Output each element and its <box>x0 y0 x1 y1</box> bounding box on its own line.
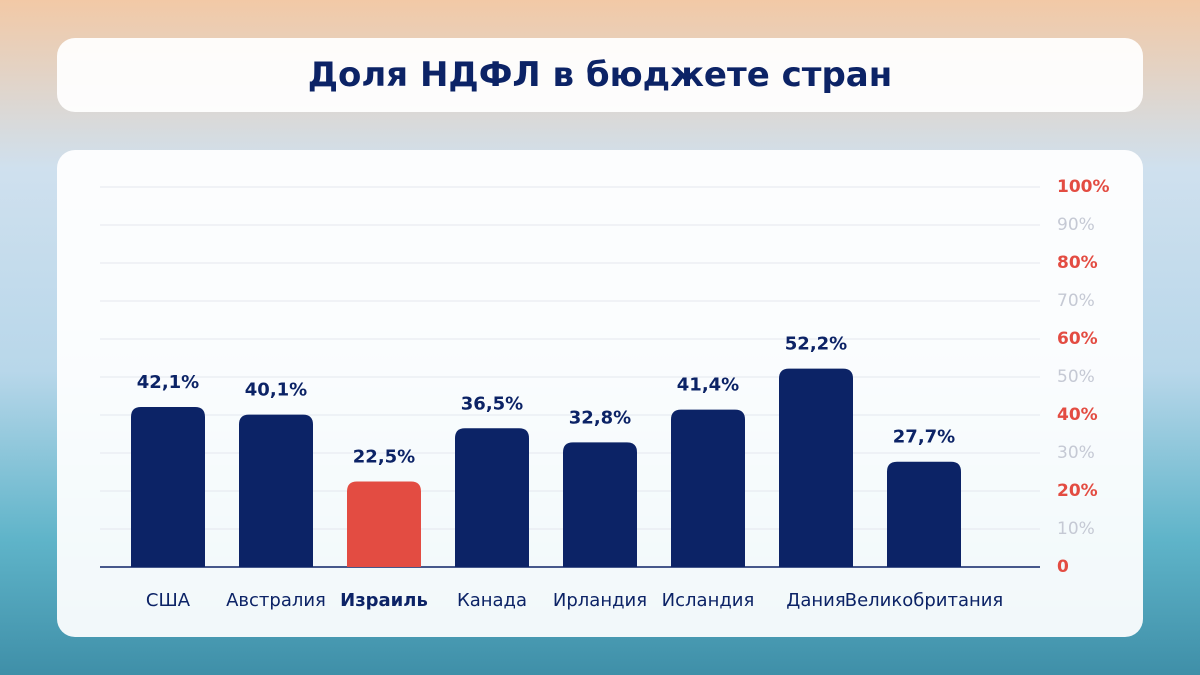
x-tick-label: Израиль <box>340 590 428 611</box>
y-tick-label: 70% <box>1057 291 1095 311</box>
y-tick-label: 90% <box>1057 215 1095 235</box>
bar <box>671 409 745 567</box>
value-label: 40,1% <box>245 380 307 401</box>
x-tick-label: Ирландия <box>553 590 647 611</box>
x-tick-label: Великобритания <box>845 590 1004 611</box>
y-tick-label: 20% <box>1057 481 1098 501</box>
bar <box>887 461 961 567</box>
value-label: 22,5% <box>353 447 415 468</box>
value-label: 41,4% <box>677 375 739 396</box>
x-tick-label: Австралия <box>226 590 326 611</box>
value-label: 42,1% <box>137 372 199 393</box>
title-card: Доля НДФЛ в бюджете стран <box>57 38 1143 112</box>
y-tick-label: 30% <box>1057 443 1095 463</box>
y-tick-label: 10% <box>1057 519 1095 539</box>
y-tick-label: 100% <box>1057 177 1110 197</box>
x-tick-label: Дания <box>786 590 845 611</box>
bar <box>779 368 853 567</box>
bar <box>563 442 637 567</box>
y-tick-label: 40% <box>1057 405 1098 425</box>
y-tick-label: 0 <box>1057 557 1069 577</box>
y-tick-label: 60% <box>1057 329 1098 349</box>
x-tick-label: Канада <box>457 590 527 611</box>
value-label: 32,8% <box>569 407 631 428</box>
bar <box>239 414 313 567</box>
value-label: 27,7% <box>893 427 955 448</box>
bar <box>455 428 529 567</box>
y-tick-label: 50% <box>1057 367 1095 387</box>
bar <box>347 481 421 567</box>
x-tick-label: Исландия <box>662 590 755 611</box>
value-label: 36,5% <box>461 393 523 414</box>
chart-title: Доля НДФЛ в бюджете стран <box>307 55 893 95</box>
bar <box>131 407 205 567</box>
value-label: 52,2% <box>785 334 847 355</box>
y-tick-label: 80% <box>1057 253 1098 273</box>
x-tick-label: США <box>146 590 191 611</box>
